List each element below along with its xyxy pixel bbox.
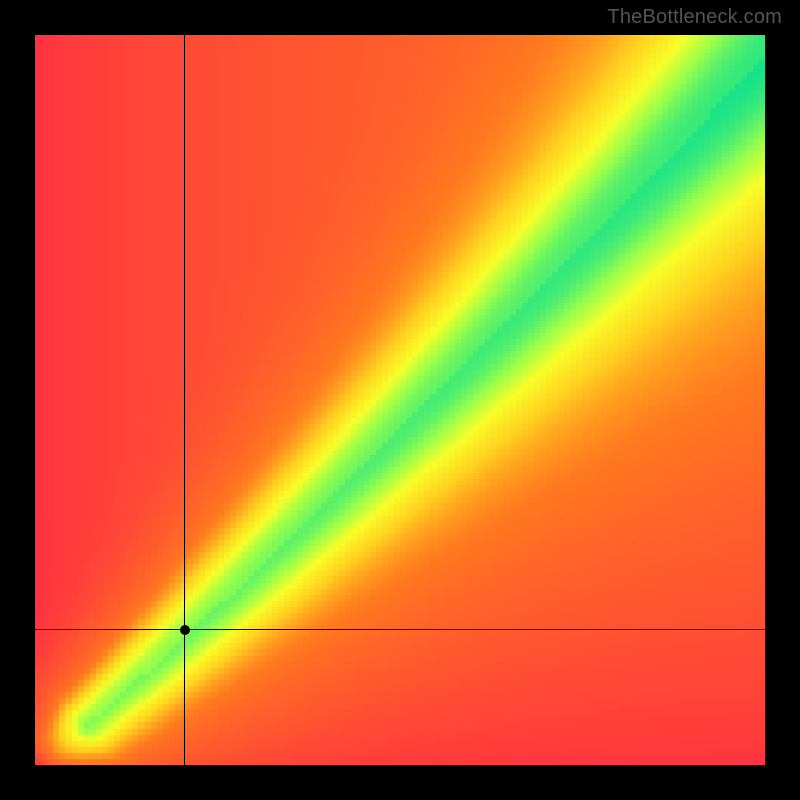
watermark-text: TheBottleneck.com <box>607 6 782 29</box>
crosshair-horizontal <box>35 629 765 630</box>
heatmap-canvas <box>35 35 765 765</box>
crosshair-vertical <box>184 35 185 765</box>
bottleneck-chart-frame: TheBottleneck.com <box>0 0 800 800</box>
crosshair-dot <box>180 625 190 635</box>
